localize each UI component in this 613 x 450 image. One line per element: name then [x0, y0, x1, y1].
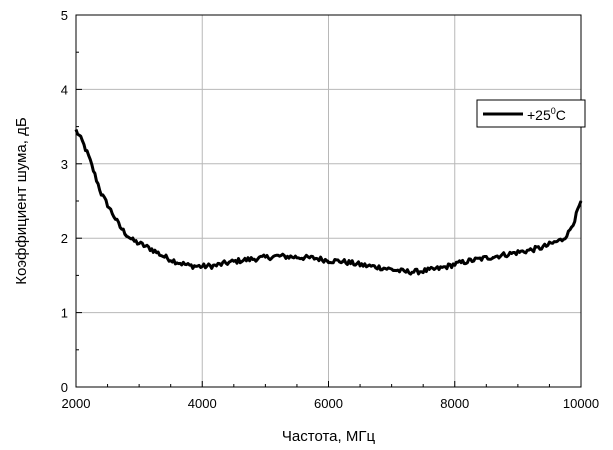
data-point — [163, 255, 166, 258]
data-point — [517, 251, 519, 254]
data-point — [416, 270, 418, 273]
data-point — [100, 192, 103, 195]
data-point — [201, 265, 204, 268]
x-tick-label: 10000 — [563, 396, 599, 411]
data-point — [277, 255, 279, 257]
data-point — [365, 264, 368, 267]
legend: +250C — [476, 99, 586, 128]
y-tick-label: 0 — [61, 380, 68, 395]
y-tick-label: 4 — [61, 82, 68, 97]
data-point — [251, 258, 254, 260]
data-point — [150, 248, 153, 251]
data-point — [466, 260, 469, 263]
y-tick-label: 3 — [61, 157, 68, 172]
data-point — [87, 155, 90, 158]
data-point — [554, 241, 557, 243]
data-point — [403, 270, 406, 273]
data-point — [81, 140, 84, 143]
data-point — [315, 257, 317, 260]
data-point — [327, 259, 330, 262]
data-point — [390, 268, 393, 271]
y-tick-label: 5 — [61, 8, 68, 23]
x-tick-label: 2000 — [62, 396, 91, 411]
data-point — [573, 218, 576, 221]
y-axis-title: Коэффициент шума, дБ — [13, 117, 30, 285]
data-point — [176, 261, 178, 263]
data-point — [491, 255, 494, 258]
data-point — [106, 203, 109, 206]
data-point — [542, 246, 544, 248]
series-line-noise-figure — [74, 129, 583, 276]
y-tick-label: 1 — [61, 306, 68, 321]
data-point — [239, 259, 241, 262]
data-point — [340, 260, 342, 263]
data-point — [529, 249, 532, 251]
plot-frame — [75, 14, 582, 388]
legend-label-main: +25 — [527, 107, 551, 123]
y-tick-labels: 0 1 2 3 4 5 — [61, 8, 68, 395]
data-point — [132, 239, 134, 242]
data-point — [378, 266, 380, 269]
data-point — [264, 256, 267, 259]
y-tick-label: 2 — [61, 231, 68, 246]
x-tick-label: 8000 — [440, 396, 469, 411]
x-tick-label: 4000 — [188, 396, 217, 411]
legend-label: +250C — [527, 106, 566, 123]
data-point — [428, 269, 431, 271]
data-point — [138, 242, 140, 245]
data-point — [352, 262, 355, 265]
data-point — [188, 264, 191, 267]
data-point — [441, 267, 443, 269]
data-point — [453, 263, 456, 266]
data-point — [504, 253, 507, 256]
legend-label-unit: C — [556, 107, 566, 123]
data-point — [94, 174, 96, 176]
data-point — [567, 232, 570, 234]
x-tick-label: 6000 — [314, 396, 343, 411]
data-point — [479, 258, 481, 260]
data-point — [226, 261, 229, 264]
grid-lines — [76, 15, 581, 387]
data-point — [214, 264, 216, 267]
series-layer — [74, 129, 583, 276]
data-point — [561, 238, 563, 241]
legend-label-degree: 0 — [551, 106, 556, 116]
x-tick-labels: 2000 4000 6000 8000 10000 — [62, 396, 600, 411]
data-point — [113, 215, 115, 217]
data-point — [119, 226, 121, 228]
data-point — [302, 256, 305, 259]
data-point — [289, 255, 292, 258]
x-axis-title: Частота, МГц — [282, 428, 376, 445]
data-point — [125, 233, 128, 236]
